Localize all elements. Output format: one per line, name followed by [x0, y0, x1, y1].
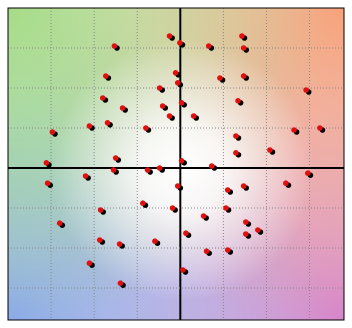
data-point [99, 95, 106, 101]
data-point [166, 33, 173, 39]
data-point [44, 180, 51, 186]
data-point [283, 180, 289, 186]
data-point [240, 73, 247, 79]
plot-frame [7, 7, 345, 321]
data-point [305, 170, 311, 176]
data-point [183, 230, 189, 236]
data-point [172, 70, 179, 76]
data-point [119, 105, 126, 111]
data-point [217, 75, 223, 81]
data-point [180, 267, 186, 273]
data-point [159, 103, 166, 109]
data-point [190, 113, 197, 119]
data-point [110, 167, 117, 173]
data-point [291, 127, 297, 133]
data-point [97, 207, 104, 213]
data-point [169, 205, 176, 211]
plot-background [8, 8, 344, 320]
data-point [104, 120, 111, 126]
data-point [116, 241, 123, 247]
data-point [239, 33, 245, 39]
data-point [224, 187, 231, 193]
data-point [242, 219, 249, 225]
data-point [303, 87, 309, 93]
data-point [205, 43, 212, 49]
data-point [43, 160, 50, 166]
data-point [82, 173, 89, 179]
data-point [317, 125, 323, 131]
data-point [174, 183, 181, 189]
data-point [86, 260, 93, 267]
data-point [242, 231, 249, 237]
data-point [96, 237, 103, 243]
data-point [233, 150, 239, 156]
data-point [156, 165, 163, 171]
data-point [143, 125, 149, 131]
data-point [86, 123, 93, 129]
data-point [233, 133, 239, 139]
data-point [156, 85, 163, 91]
data-point [224, 247, 231, 253]
data-point [102, 73, 109, 79]
data-point [203, 248, 210, 254]
data-point [144, 167, 151, 173]
data-point [174, 80, 181, 86]
data-point [178, 100, 185, 106]
data-point [235, 98, 241, 104]
data-point [49, 129, 56, 135]
data-point [111, 43, 118, 49]
data-point [267, 147, 273, 153]
data-point [200, 213, 207, 219]
data-point [178, 158, 185, 164]
data-point [117, 280, 124, 287]
data-point [140, 200, 146, 206]
data-point [240, 45, 247, 51]
data-point [208, 163, 215, 169]
data-point [112, 155, 119, 161]
data-point [240, 183, 247, 189]
data-point [152, 238, 158, 244]
data-point [255, 227, 261, 233]
data-point [166, 113, 173, 119]
data-point [177, 40, 183, 46]
data-point [56, 220, 63, 226]
data-point [223, 205, 229, 211]
